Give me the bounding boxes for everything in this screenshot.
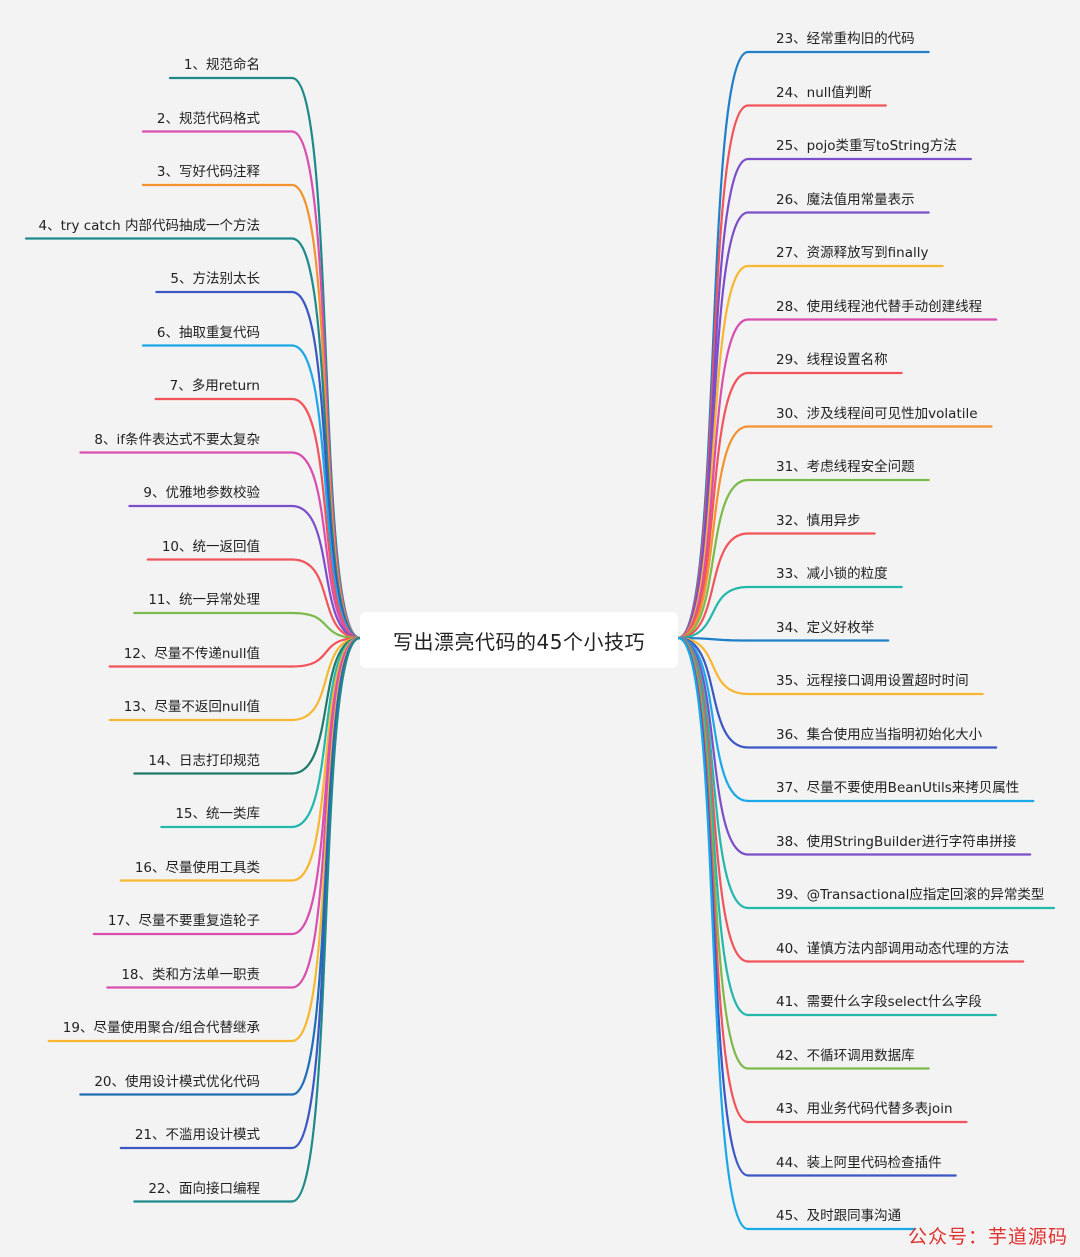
branch-connector — [676, 585, 750, 640]
branch-label-right: 31、考虑线程安全问题 — [776, 459, 915, 475]
branch-connector — [290, 76, 362, 640]
branch-label-right: 45、及时跟同事沟通 — [776, 1208, 902, 1224]
branch-connector — [290, 636, 362, 722]
branch-label-left: 17、尽量不要重复造轮子 — [107, 913, 260, 929]
branch-label-right: 23、经常重构旧的代码 — [776, 31, 915, 47]
central-topic: 写出漂亮代码的45个小技巧 — [360, 612, 678, 668]
branch-connector — [290, 636, 362, 775]
branch-label-right: 36、集合使用应当指明初始化大小 — [776, 726, 983, 743]
branch-label-right: 37、尽量不要使用BeanUtils来拷贝属性 — [776, 780, 1020, 796]
branch-label-right: 42、不循环调用数据库 — [776, 1047, 915, 1064]
branch-label-right: 44、装上阿里代码检查插件 — [776, 1154, 942, 1171]
branch-connector — [290, 636, 362, 1150]
branch-label-right: 24、null值判断 — [776, 84, 872, 101]
branch-connector — [290, 504, 362, 640]
branch-connector — [290, 558, 362, 640]
branch-connector — [676, 636, 750, 803]
branch-label-left: 1、规范命名 — [183, 57, 260, 73]
branch-label-left: 5、方法别太长 — [170, 271, 260, 287]
branch-label-right: 35、远程接口调用设置超时时间 — [776, 673, 969, 689]
branch-label-right: 27、资源释放写到finally — [776, 245, 929, 261]
branch-label-left: 12、尽量不传递null值 — [123, 645, 260, 662]
branch-label-right: 32、慎用异步 — [776, 512, 861, 529]
branch-label-left: 4、try catch 内部代码抽成一个方法 — [38, 217, 260, 234]
branch-label-right: 38、使用StringBuilder进行字符串拼接 — [776, 833, 1017, 850]
branch-connector — [676, 425, 750, 640]
branch-connector — [676, 636, 750, 642]
branch-label-right: 30、涉及线程间可见性加volatile — [776, 405, 978, 422]
branch-label-right: 41、需要什么字段select什么字段 — [776, 994, 982, 1010]
branch-label-left: 7、多用return — [169, 378, 260, 394]
branch-label-right: 26、魔法值用常量表示 — [776, 191, 915, 208]
watermark: 公众号：芋道源码 — [907, 1226, 1068, 1248]
branch-connector — [676, 478, 750, 640]
branch-label-left: 21、不滥用设计模式 — [134, 1127, 260, 1143]
branch-label-left: 15、统一类库 — [175, 806, 260, 822]
central-topic-label: 写出漂亮代码的45个小技巧 — [393, 629, 645, 654]
branch-connector — [290, 636, 362, 829]
branch-label-right: 25、pojo类重写toString方法 — [776, 138, 957, 154]
branch-connector — [290, 344, 362, 640]
branch-label-left: 3、写好代码注释 — [156, 164, 260, 180]
branch-label-right: 28、使用线程池代替手动创建线程 — [776, 298, 983, 315]
branch-label-right: 40、谨慎方法内部调用动态代理的方法 — [776, 940, 1010, 957]
branch-label-right: 33、减小锁的粒度 — [776, 566, 888, 582]
branch-label-left: 11、统一异常处理 — [148, 592, 260, 608]
branch-connector — [676, 50, 750, 640]
branch-connector — [676, 532, 750, 640]
branch-connector — [290, 636, 362, 1203]
branch-label-left: 18、类和方法单一职责 — [121, 966, 260, 983]
branch-label-left: 9、优雅地参数校验 — [143, 485, 260, 501]
branch-connector — [290, 397, 362, 640]
branch-label-left: 19、尽量使用聚合/组合代替继承 — [62, 1020, 260, 1036]
branch-label-right: 39、@Transactional应指定回滚的异常类型 — [776, 887, 1045, 903]
branch-label-left: 2、规范代码格式 — [156, 110, 260, 127]
branch-label-left: 8、if条件表达式不要太复杂 — [94, 431, 260, 448]
branch-label-right: 29、线程设置名称 — [776, 352, 888, 368]
branch-label-left: 10、统一返回值 — [161, 538, 260, 555]
branch-label-left: 14、日志打印规范 — [148, 752, 260, 769]
branch-label-left: 22、面向接口编程 — [148, 1180, 260, 1197]
branch-connector — [290, 636, 362, 668]
branch-label-left: 6、抽取重复代码 — [156, 324, 260, 341]
branch-connector — [290, 451, 362, 640]
branch-connector — [676, 636, 750, 1231]
branch-label-right: 34、定义好枚举 — [776, 619, 875, 636]
branch-connector — [676, 157, 750, 640]
branch-label-right: 43、用业务代码代替多表join — [776, 1101, 953, 1117]
branch-connector — [290, 611, 362, 640]
branch-connector — [676, 636, 750, 1070]
branch-label-left: 20、使用设计模式优化代码 — [94, 1073, 260, 1090]
branch-label-left: 13、尽量不返回null值 — [123, 699, 260, 715]
branch-connector — [676, 636, 750, 696]
branch-connector — [676, 318, 750, 640]
branch-connector — [676, 636, 750, 1124]
branch-connector — [676, 636, 750, 749]
branch-label-left: 16、尽量使用工具类 — [134, 859, 260, 876]
branch-connector — [676, 371, 750, 640]
